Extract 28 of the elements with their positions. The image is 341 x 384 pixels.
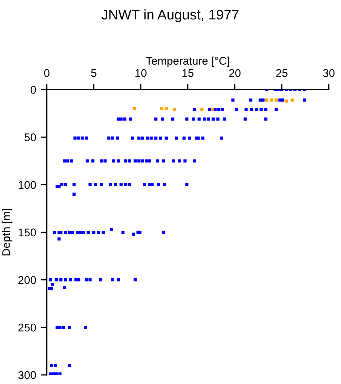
x-tick-label: 10 — [136, 69, 147, 78]
x-tick-label: 20 — [229, 69, 241, 78]
x-tick-label: 5 — [91, 69, 97, 78]
point — [290, 98, 294, 102]
point — [164, 107, 168, 110]
point — [274, 98, 278, 102]
point — [265, 98, 269, 102]
x-tick-label: 15 — [182, 69, 194, 78]
point — [200, 108, 204, 112]
x-tick-label: 25 — [276, 69, 288, 78]
point — [285, 100, 288, 103]
y-axis-title: Depth [m] — [2, 209, 13, 256]
chart-title: JNWT in August, 1977 — [102, 10, 239, 23]
y-tick-label: 100 — [18, 181, 36, 190]
y-tick-label: 300 — [18, 371, 36, 380]
point — [210, 108, 214, 112]
x-tick-label: 0 — [44, 69, 50, 78]
y-tick-label: 150 — [18, 228, 36, 237]
y-tick-label: 50 — [24, 134, 36, 142]
point — [132, 107, 136, 110]
point — [173, 108, 176, 112]
y-tick-label: 250 — [18, 324, 36, 332]
point — [160, 107, 164, 110]
y-tick-label: 0 — [30, 86, 36, 94]
y-tick-label: 200 — [18, 276, 36, 284]
x-tick-label: 30 — [323, 69, 335, 78]
x-axis-title: Temperature [°C] — [146, 56, 230, 68]
point — [270, 98, 274, 102]
